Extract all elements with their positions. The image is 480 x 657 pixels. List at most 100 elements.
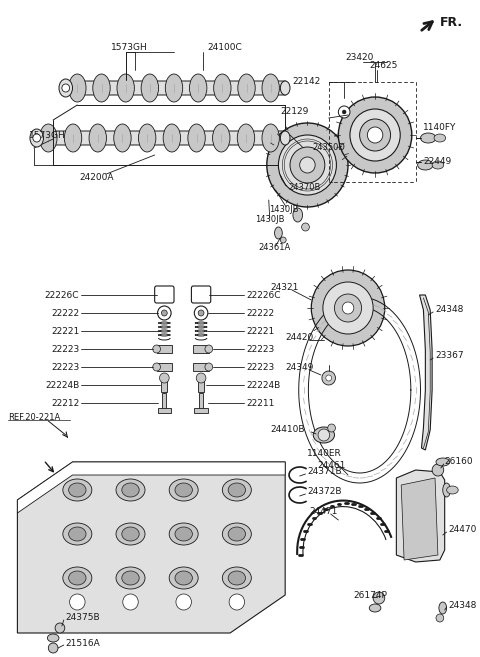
Ellipse shape bbox=[280, 81, 290, 95]
Circle shape bbox=[55, 623, 65, 633]
Circle shape bbox=[194, 306, 208, 320]
Ellipse shape bbox=[138, 124, 156, 152]
Ellipse shape bbox=[169, 523, 198, 545]
Ellipse shape bbox=[222, 567, 252, 589]
Bar bbox=[156, 363, 172, 371]
Bar bbox=[162, 393, 166, 409]
Ellipse shape bbox=[175, 571, 192, 585]
Circle shape bbox=[360, 119, 391, 151]
Text: 22226C: 22226C bbox=[45, 290, 79, 300]
Ellipse shape bbox=[30, 129, 44, 147]
Ellipse shape bbox=[48, 634, 59, 642]
Ellipse shape bbox=[293, 208, 302, 222]
Text: REF.20-221A: REF.20-221A bbox=[8, 413, 60, 422]
Text: 24370B: 24370B bbox=[288, 183, 321, 193]
Text: 1140ER: 1140ER bbox=[307, 449, 342, 457]
Circle shape bbox=[312, 270, 385, 346]
Ellipse shape bbox=[228, 483, 246, 497]
Ellipse shape bbox=[116, 523, 145, 545]
Text: 22142: 22142 bbox=[292, 78, 320, 87]
FancyBboxPatch shape bbox=[155, 286, 174, 303]
Circle shape bbox=[326, 375, 332, 381]
Ellipse shape bbox=[262, 74, 279, 102]
Circle shape bbox=[278, 135, 336, 195]
Circle shape bbox=[318, 429, 330, 441]
Text: 26160: 26160 bbox=[444, 457, 473, 466]
Text: 1573GH: 1573GH bbox=[111, 43, 148, 53]
Circle shape bbox=[161, 310, 167, 316]
Text: 22223: 22223 bbox=[247, 344, 275, 353]
Ellipse shape bbox=[63, 567, 92, 589]
Circle shape bbox=[367, 127, 383, 143]
Ellipse shape bbox=[163, 124, 180, 152]
Bar bbox=[193, 345, 209, 353]
Ellipse shape bbox=[262, 124, 279, 152]
Circle shape bbox=[196, 373, 206, 383]
Ellipse shape bbox=[446, 486, 458, 494]
Text: 24461: 24461 bbox=[317, 461, 346, 470]
Ellipse shape bbox=[63, 523, 92, 545]
Circle shape bbox=[229, 594, 245, 610]
Ellipse shape bbox=[116, 479, 145, 501]
Text: 21516A: 21516A bbox=[66, 639, 100, 648]
Text: 22226C: 22226C bbox=[247, 290, 281, 300]
Text: 22223: 22223 bbox=[247, 363, 275, 371]
Text: 22129: 22129 bbox=[280, 108, 309, 116]
Bar bbox=[198, 378, 204, 392]
Text: 24361A: 24361A bbox=[258, 244, 290, 252]
Ellipse shape bbox=[420, 133, 436, 143]
Ellipse shape bbox=[213, 124, 230, 152]
Circle shape bbox=[198, 310, 204, 316]
Ellipse shape bbox=[228, 527, 246, 541]
Circle shape bbox=[342, 302, 354, 314]
Ellipse shape bbox=[214, 74, 231, 102]
Circle shape bbox=[267, 123, 348, 207]
Text: 1573GH: 1573GH bbox=[29, 131, 66, 139]
Circle shape bbox=[153, 345, 160, 353]
FancyBboxPatch shape bbox=[192, 286, 211, 303]
Text: 1140FY: 1140FY bbox=[423, 124, 457, 133]
Polygon shape bbox=[396, 470, 444, 562]
Ellipse shape bbox=[432, 161, 444, 169]
Circle shape bbox=[157, 306, 171, 320]
Bar bbox=[199, 393, 203, 409]
Polygon shape bbox=[17, 462, 285, 633]
Ellipse shape bbox=[175, 527, 192, 541]
Ellipse shape bbox=[169, 567, 198, 589]
Text: FR.: FR. bbox=[440, 16, 463, 29]
Text: 24371B: 24371B bbox=[307, 468, 342, 476]
Ellipse shape bbox=[40, 124, 57, 152]
Text: 24200A: 24200A bbox=[79, 173, 114, 183]
Ellipse shape bbox=[89, 124, 107, 152]
Ellipse shape bbox=[238, 74, 255, 102]
Circle shape bbox=[338, 97, 412, 173]
Circle shape bbox=[300, 157, 315, 173]
Ellipse shape bbox=[69, 571, 86, 585]
Circle shape bbox=[205, 363, 213, 371]
Text: 24375B: 24375B bbox=[66, 614, 100, 622]
Ellipse shape bbox=[116, 567, 145, 589]
Ellipse shape bbox=[59, 79, 72, 97]
Ellipse shape bbox=[237, 124, 255, 152]
Circle shape bbox=[48, 643, 58, 653]
Ellipse shape bbox=[114, 124, 131, 152]
Text: 22449: 22449 bbox=[423, 158, 452, 166]
Text: 22224B: 22224B bbox=[45, 380, 79, 390]
Ellipse shape bbox=[64, 124, 82, 152]
Bar bbox=[161, 378, 167, 392]
Ellipse shape bbox=[169, 479, 198, 501]
Text: 22222: 22222 bbox=[247, 309, 275, 317]
Text: 24349: 24349 bbox=[285, 363, 313, 373]
Polygon shape bbox=[420, 295, 432, 450]
Ellipse shape bbox=[222, 523, 252, 545]
Ellipse shape bbox=[117, 74, 134, 102]
Ellipse shape bbox=[69, 527, 86, 541]
Text: 24100C: 24100C bbox=[207, 43, 241, 53]
Ellipse shape bbox=[165, 74, 183, 102]
Text: 22223: 22223 bbox=[51, 363, 79, 371]
Text: 1430JB: 1430JB bbox=[269, 206, 298, 214]
Circle shape bbox=[62, 84, 70, 92]
Text: 24420: 24420 bbox=[285, 334, 313, 342]
Text: 24625: 24625 bbox=[369, 60, 397, 70]
Circle shape bbox=[123, 594, 138, 610]
